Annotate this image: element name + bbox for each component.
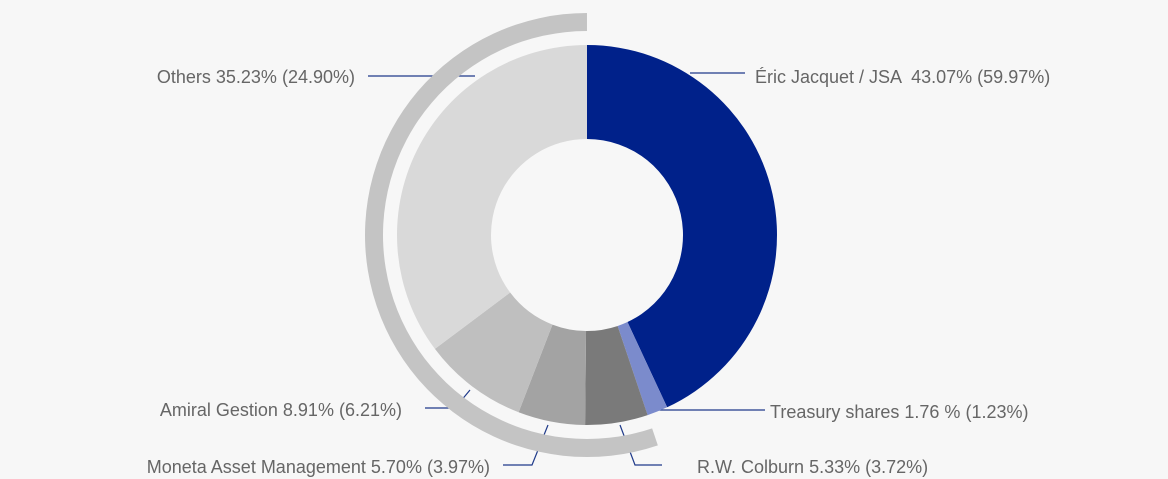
label-secondary-value: (24.90%) [282,67,355,87]
label-value: 1.76 % [904,402,960,422]
slice-label: Éric Jacquet / JSA 43.07% (59.97%) [755,67,1050,87]
label-secondary-value: (59.97%) [977,67,1050,87]
donut-slice [587,45,778,408]
label-secondary-value: (3.72%) [865,457,928,477]
label-secondary-value: (3.97%) [427,457,490,477]
slice-label: Amiral Gestion 8.91% (6.21%) [160,400,402,420]
donut-slice [617,322,668,416]
label-name: Éric Jacquet / JSA [755,67,902,87]
label-name: Treasury shares [770,402,899,422]
donut-slice [434,292,553,413]
label-name: Amiral Gestion [160,400,278,420]
label-secondary-value: (1.23%) [965,402,1028,422]
donut-slice [397,45,587,349]
label-name: Others [157,67,211,87]
label-value: 5.33% [809,457,860,477]
label-name: R.W. Colburn [697,457,804,477]
slice-label: Treasury shares 1.76 % (1.23%) [770,402,1028,422]
label-value: 5.70% [371,457,422,477]
label-value: 8.91% [283,400,334,420]
label-name: Moneta Asset Management [147,457,366,477]
label-value: 35.23% [216,67,277,87]
donut-slice [585,325,648,425]
label-value: 43.07% [911,67,972,87]
label-secondary-value: (6.21%) [339,400,402,420]
slice-label: Others 35.23% (24.90%) [157,67,355,87]
slice-label: Moneta Asset Management 5.70% (3.97%) [147,457,490,477]
donut-slice [518,324,587,425]
slice-label: R.W. Colburn 5.33% (3.72%) [697,457,928,477]
